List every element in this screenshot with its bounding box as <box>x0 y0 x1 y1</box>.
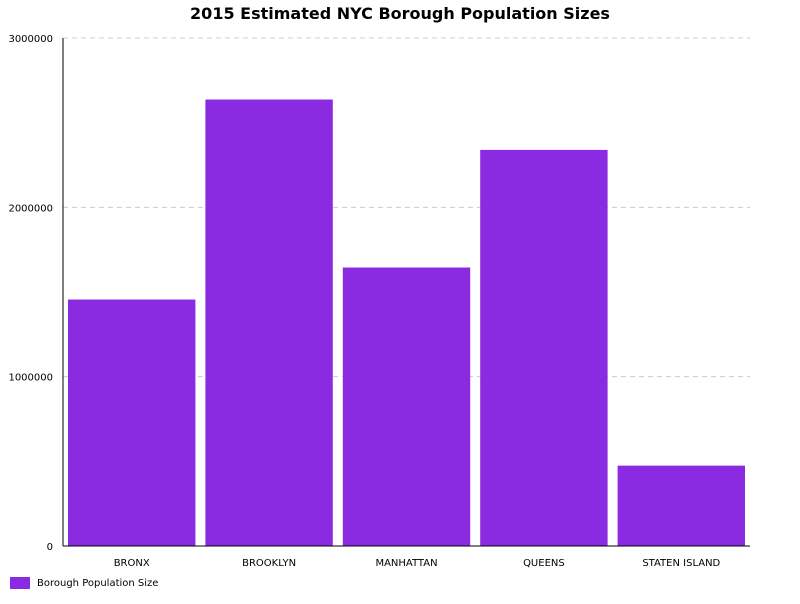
bars <box>68 99 745 546</box>
y-tick-label: 2000000 <box>8 203 53 214</box>
x-tick-label: STATEN ISLAND <box>642 558 720 569</box>
bar-queens <box>480 149 608 546</box>
x-tick-label: BRONX <box>114 558 150 569</box>
chart-title: 2015 Estimated NYC Borough Population Si… <box>190 4 610 23</box>
bar-manhattan <box>342 267 471 546</box>
y-tick-label: 1000000 <box>8 373 53 384</box>
legend: Borough Population Size <box>10 577 158 589</box>
x-tick-label: BROOKLYN <box>242 558 296 569</box>
y-tick-label: 0 <box>47 542 53 553</box>
bar-bronx <box>68 299 196 546</box>
bar-staten-island <box>617 465 745 546</box>
y-tick-label: 3000000 <box>8 34 53 45</box>
bar-brooklyn <box>205 99 333 546</box>
legend-label: Borough Population Size <box>37 577 159 589</box>
x-tick-label: QUEENS <box>523 558 565 569</box>
x-tick-label: MANHATTAN <box>375 558 437 569</box>
axes <box>62 38 750 547</box>
legend-swatch <box>10 577 30 589</box>
tick-labels: 0 1000000 2000000 3000000 BRONX BROOKLYN MANHA… <box>8 34 720 569</box>
